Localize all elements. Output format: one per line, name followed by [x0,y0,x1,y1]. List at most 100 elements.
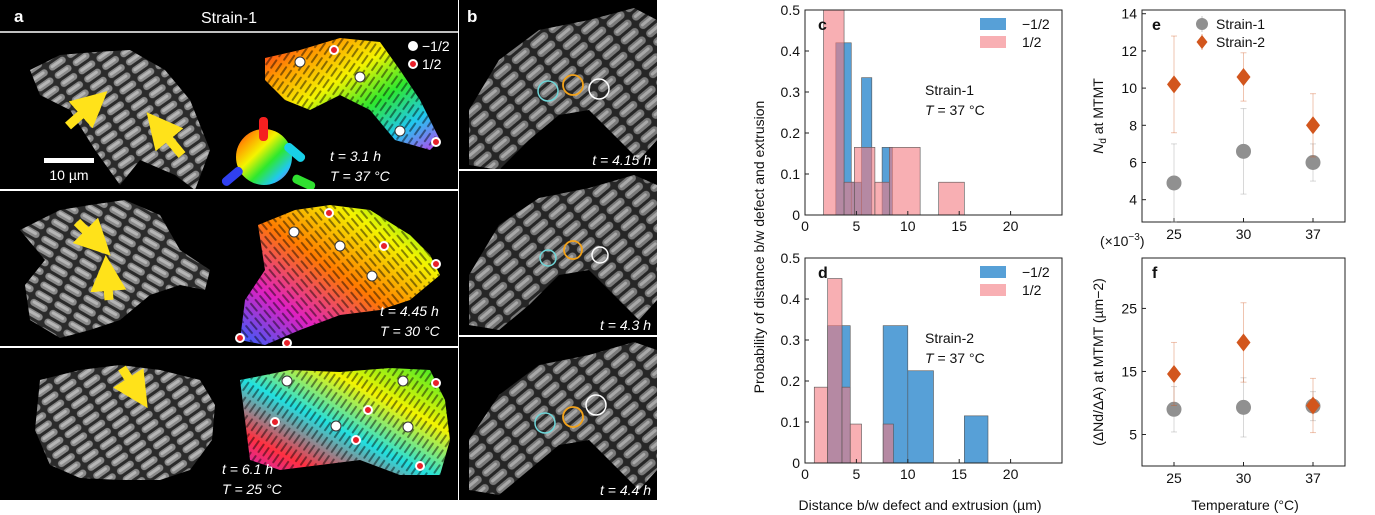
data-point-circle [1305,398,1321,414]
x-tick-label: 37 [1305,226,1321,242]
panel-letter: d [818,265,828,282]
minus-half-defect [281,375,293,387]
y-tick-label: 0.4 [781,291,801,307]
legend-label: Strain-2 [1216,34,1265,50]
y-tick-label: 0.2 [781,125,801,141]
x-tick-label: 15 [951,466,967,482]
x-tick-label: 20 [1003,218,1019,234]
plus-half-defect [431,259,441,269]
frame-3-time: t = 4.4 h [600,482,651,498]
chart-d: 0 5 10 15 20 0 0.1 0.2 0.3 0.4 0.5 d −1/2 1/2 Strain-2… [781,250,1063,482]
plot-frame [1141,9,1346,223]
temp-annotation: T = 37 °C [925,350,985,366]
histogram-bar [843,181,855,216]
y-tick-label: 14 [1121,6,1137,22]
panel-a: a Strain-1 10 µm −1/2 1/2 t = 3.1 [0,0,458,500]
legend-swatch [980,18,1006,30]
data-point-circle [1236,399,1251,415]
strain-annotation: Strain-1 [925,82,974,98]
white-circle-marker [588,78,610,100]
arrow-icon [146,112,186,158]
histogram-bar [854,147,876,216]
temp-annotation: T = 37 °C [925,102,985,118]
chart-e: 25 30 37 4 6 8 10 12 14 e Strain-1 Strain-2 Nd at MT… [1090,6,1346,242]
data-point-circle [1236,143,1251,159]
panel-b: b t = 4.15 h t = 4.3 h t = 4.4 h [459,0,657,500]
minus-half-defect [330,420,342,432]
x-tick-label: 5 [853,466,861,482]
colony-image-3 [35,365,215,480]
scale-bar [44,158,94,163]
y-tick-label: 12 [1121,43,1137,59]
y-tick-label: 0.1 [781,166,801,182]
y-tick-label: 0.2 [781,373,801,389]
arrow-icon [90,255,127,301]
minus-half-defect [366,270,378,282]
plus-half-defect [282,338,292,348]
minus-half-defect [334,240,346,252]
y-tick-label: 0.1 [781,414,801,430]
orange-circle-marker [562,406,584,428]
x-tick-label: 5 [853,218,861,234]
minus-half-defect [288,226,300,238]
histogram-bar [827,325,851,464]
minus-half-defect [394,125,406,137]
legend-minus-half: −1/2 [422,38,450,54]
legend-swatch [980,266,1006,278]
panel-b-canvas: b t = 4.15 h t = 4.3 h t = 4.4 h [459,7,657,498]
histogram-bar [849,423,862,464]
plus-half-defect [329,45,339,55]
plus-half-defect [270,417,280,427]
plot-frame [804,257,1063,464]
arrow-icon [65,91,108,130]
data-point-diamond [1306,116,1320,135]
histogram-bar [881,147,893,216]
plus-half-defect [431,137,441,147]
x-tick-label: 25 [1166,470,1182,486]
y-tick-label: 4 [1129,192,1137,208]
white-circle-marker [585,394,607,416]
panel-letter: e [1152,17,1161,34]
legend-plus-half: 1/2 [422,56,442,72]
x-tick-label: 0 [801,218,809,234]
panel-a-canvas: a Strain-1 10 µm −1/2 1/2 t = 3.1 [0,7,458,497]
legend-label: −1/2 [1022,264,1050,280]
panel-b-letter: b [467,7,477,26]
histogram-bar [907,370,934,464]
histogram-bar [882,423,894,464]
f-ylabel: (ΔNd/ΔA) at MTMT (µm−2) [1090,278,1106,446]
arrow-icon [72,217,111,256]
data-point-diamond [1306,396,1320,415]
histogram-bar [874,181,890,216]
x-tick-label: 0 [801,466,809,482]
data-point-circle [1305,154,1321,170]
color-wheel [221,117,316,191]
x-tick-label: 30 [1236,470,1252,486]
y-tick-label: 8 [1129,117,1137,133]
orange-circle-marker [562,74,584,96]
histogram-bar [938,181,965,216]
data-point-circle [1166,175,1182,191]
data-point-diamond [1236,333,1251,352]
x-tick-label: 20 [1003,466,1019,482]
histogram-bar [850,181,862,216]
y-tick-label: 0 [792,455,800,471]
plot-frame [1141,257,1346,467]
cd-xlabel: Distance b/w defect and extrusion (µm) [798,497,1041,513]
strain-annotation: Strain-2 [925,330,974,346]
histogram-bar [888,147,921,216]
y-tick-label: 10 [1121,80,1137,96]
row-2-temp: T = 30 °C [380,323,441,339]
histogram-bar [827,278,843,464]
panel-a-letter: a [14,7,24,26]
legend-label: 1/2 [1022,282,1042,298]
data-point-circle [1166,401,1182,417]
panel-a-header: Strain-1 [201,10,257,27]
legend-label: 1/2 [1022,34,1042,50]
minus-half-defect [402,421,414,433]
row-3-time: t = 6.1 h [222,461,273,477]
x-tick-label: 10 [900,218,916,234]
row-1-temp: T = 37 °C [330,168,391,184]
orange-circle-marker [563,240,583,260]
y-tick-label: 25 [1121,300,1137,316]
